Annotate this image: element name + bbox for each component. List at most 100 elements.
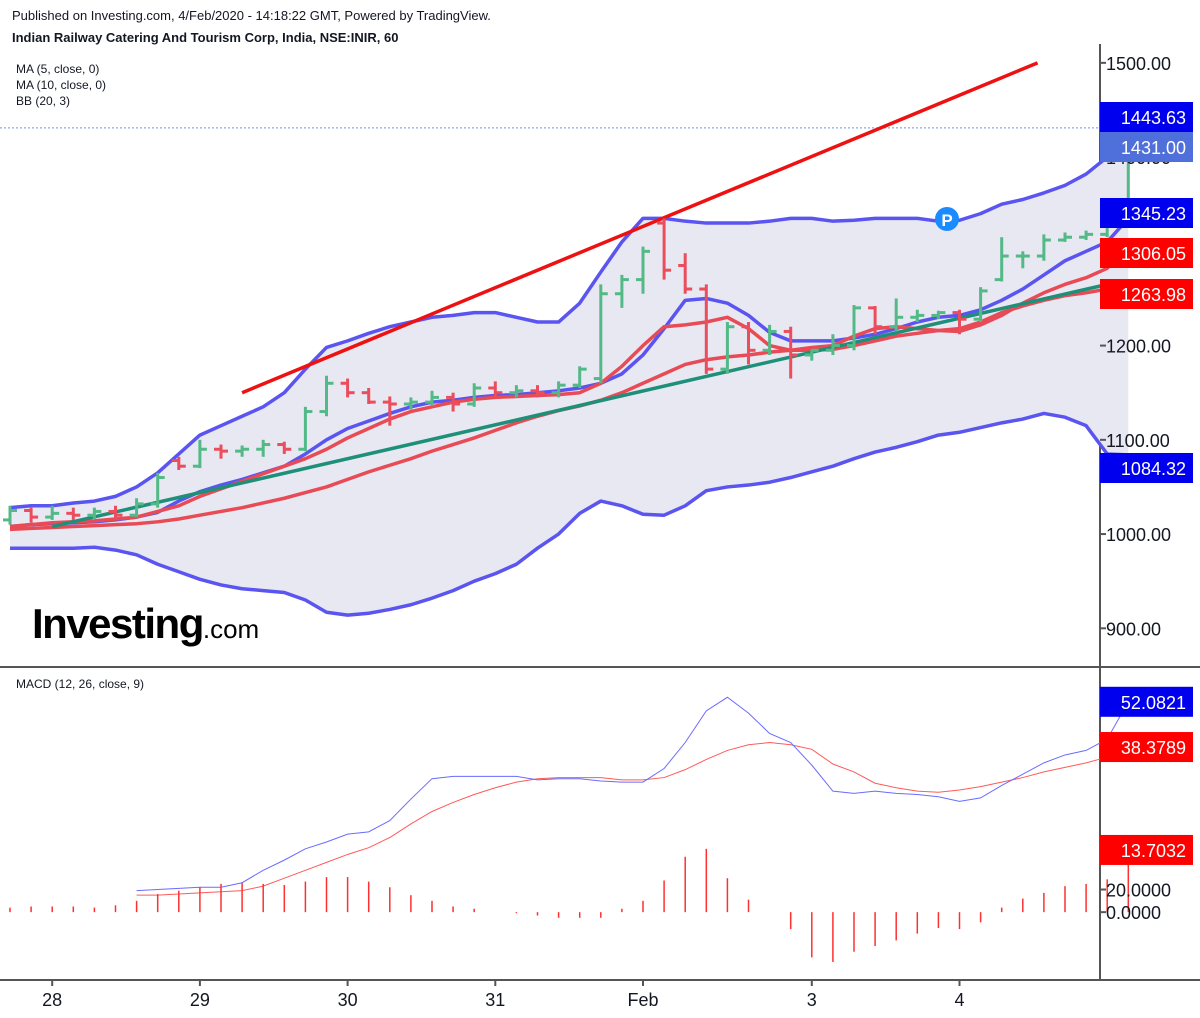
ohlc-bar[interactable] bbox=[361, 387, 376, 405]
macd-tag-label: 38.3789 bbox=[1121, 738, 1186, 758]
ohlc-bar[interactable] bbox=[593, 284, 608, 384]
time-tick-label: 29 bbox=[190, 990, 210, 1010]
ohlc-bar[interactable] bbox=[24, 507, 39, 523]
ohlc-bar[interactable] bbox=[509, 385, 524, 398]
ohlc-bar[interactable] bbox=[488, 381, 503, 398]
macd-tag-bg bbox=[1100, 834, 1193, 865]
logo-suffix: .com bbox=[202, 614, 260, 644]
event-marker[interactable]: P bbox=[935, 207, 959, 231]
price-tag: 1431.00 bbox=[1100, 132, 1193, 162]
legend-bb[interactable]: BB (20, 3) bbox=[16, 94, 71, 108]
ohlc-bar[interactable] bbox=[403, 397, 418, 410]
ohlc-bar[interactable] bbox=[572, 366, 587, 388]
ohlc-bar[interactable] bbox=[1079, 230, 1094, 241]
price-tag-bg bbox=[1100, 279, 1193, 309]
price-tag-label: 1345.23 bbox=[1121, 204, 1186, 224]
macd-tick-label: 20.0000 bbox=[1106, 881, 1171, 901]
ohlc-bar[interactable] bbox=[45, 505, 60, 520]
ohlc-bar[interactable] bbox=[994, 237, 1009, 282]
macd-tag-label: 13.7032 bbox=[1121, 841, 1186, 861]
investing-logo: Investing.com bbox=[32, 600, 259, 653]
chart-header: Published on Investing.com, 4/Feb/2020 -… bbox=[12, 7, 491, 47]
bb-fill bbox=[10, 109, 1129, 616]
time-tick-label: 31 bbox=[485, 990, 505, 1010]
macd-tag-bg bbox=[1100, 686, 1193, 717]
price-tag-label: 1443.63 bbox=[1121, 108, 1186, 128]
ohlc-bar[interactable] bbox=[804, 348, 819, 361]
indicator-legend: MA (5, close, 0) MA (10, close, 0) BB (2… bbox=[16, 61, 106, 109]
ohlc-bar[interactable] bbox=[1015, 251, 1030, 269]
ohlc-bar[interactable] bbox=[3, 505, 17, 525]
macd-tag: 13.7032 bbox=[1100, 834, 1193, 865]
ohlc-bar[interactable] bbox=[973, 287, 988, 323]
ohlc-bar[interactable] bbox=[150, 472, 165, 508]
macd-tick-label: 0.0000 bbox=[1106, 903, 1161, 923]
price-tag-label: 1263.98 bbox=[1121, 285, 1186, 305]
legend-macd[interactable]: MACD (12, 26, close, 9) bbox=[16, 677, 145, 691]
ohlc-bar[interactable] bbox=[192, 439, 207, 469]
bollinger-bands bbox=[9, 109, 1130, 617]
ohlc-bar[interactable] bbox=[1036, 234, 1051, 261]
ohlc-bar[interactable] bbox=[235, 445, 250, 457]
trendline-resistance[interactable] bbox=[241, 61, 1039, 395]
ohlc-bar[interactable] bbox=[741, 322, 756, 365]
ohlc-bar[interactable] bbox=[66, 507, 81, 520]
ohlc-bar[interactable] bbox=[256, 439, 271, 457]
ohlc-bar[interactable] bbox=[467, 383, 482, 407]
ohlc-bar[interactable] bbox=[952, 309, 967, 335]
ohlc-bar[interactable] bbox=[87, 507, 102, 519]
ohlc-bar[interactable] bbox=[551, 381, 566, 398]
macd-pane bbox=[9, 696, 1130, 962]
ohlc-bar[interactable] bbox=[847, 305, 861, 351]
ohlc-bar[interactable] bbox=[340, 378, 355, 398]
macd-line bbox=[136, 696, 1129, 892]
ohlc-bar[interactable] bbox=[720, 322, 735, 374]
ohlc-bar[interactable] bbox=[214, 444, 228, 459]
legend-ma10[interactable]: MA (10, close, 0) bbox=[16, 78, 107, 92]
ohlc-bar[interactable] bbox=[1058, 232, 1072, 242]
price-tick-label: 1000.00 bbox=[1106, 525, 1171, 545]
macd-tag: 52.0821 bbox=[1100, 686, 1193, 717]
price-tag: 1306.05 bbox=[1100, 238, 1193, 268]
price-tag: 1443.63 bbox=[1100, 102, 1193, 132]
ohlc-bar[interactable] bbox=[699, 284, 714, 374]
bb-lower-line bbox=[10, 411, 1129, 617]
ohlc-bar[interactable] bbox=[530, 385, 545, 398]
ohlc-bar[interactable] bbox=[129, 498, 144, 518]
ohlc-bar[interactable] bbox=[319, 375, 334, 417]
price-tag-bg bbox=[1100, 132, 1193, 162]
ohlc-bar[interactable] bbox=[825, 334, 840, 355]
ohlc-bar[interactable] bbox=[657, 218, 672, 280]
ohlc-bar[interactable] bbox=[636, 246, 650, 294]
ohlc-bar[interactable] bbox=[783, 326, 798, 379]
legend-ma5[interactable]: MA (5, close, 0) bbox=[16, 62, 100, 76]
ohlc-bar[interactable] bbox=[678, 253, 693, 294]
trendline-support[interactable] bbox=[51, 279, 1121, 529]
time-tick-label: 30 bbox=[338, 990, 358, 1010]
ohlc-bar[interactable] bbox=[277, 441, 292, 454]
symbol-title: Indian Railway Catering And Tourism Corp… bbox=[12, 30, 399, 45]
ohlc-bar[interactable] bbox=[382, 396, 397, 426]
ohlc-bar[interactable] bbox=[762, 324, 777, 355]
ma5-line bbox=[9, 244, 1130, 529]
time-tick-label: Feb bbox=[627, 990, 658, 1010]
ohlc-bar[interactable] bbox=[425, 390, 439, 406]
price-tick-label: 900.00 bbox=[1106, 619, 1161, 639]
ohlc-bar[interactable] bbox=[108, 505, 123, 520]
price-tick-label: 1200.00 bbox=[1106, 337, 1171, 357]
price-tags: 1443.63 1431.00 1345.23 1306.05 1263.98 1084.… bbox=[1100, 102, 1193, 865]
ohlc-bar[interactable] bbox=[614, 274, 629, 308]
event-marker-circle[interactable] bbox=[935, 207, 959, 231]
ohlc-bar[interactable] bbox=[171, 456, 186, 470]
ohlc-bar[interactable] bbox=[889, 298, 904, 332]
ohlc-bar[interactable] bbox=[298, 406, 313, 452]
macd-signal-line bbox=[136, 742, 1129, 896]
price-tag: 1345.23 bbox=[1100, 198, 1193, 228]
ohlc-bar[interactable] bbox=[910, 309, 925, 323]
time-tick-label: 3 bbox=[807, 990, 817, 1010]
price-tick-label: 1500.00 bbox=[1106, 54, 1171, 74]
ohlc-bar[interactable] bbox=[868, 305, 883, 335]
ohlc-bar[interactable] bbox=[446, 392, 461, 412]
ohlc-bar[interactable] bbox=[931, 310, 946, 320]
